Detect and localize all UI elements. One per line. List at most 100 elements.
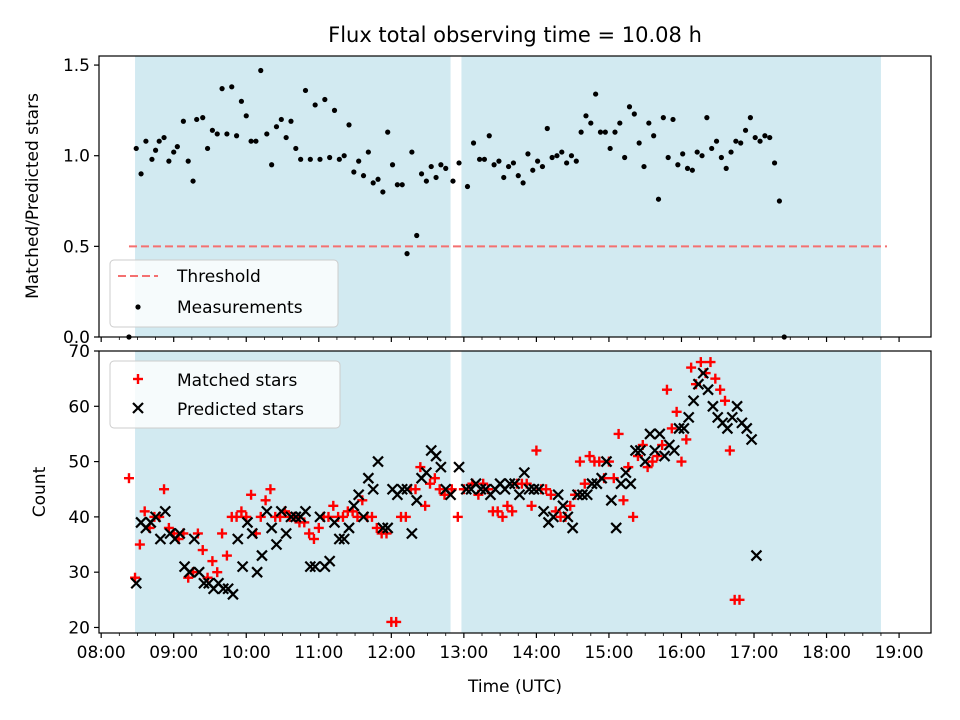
data-point — [149, 511, 162, 523]
y-tick-label: 1.5 — [63, 56, 90, 76]
data-point — [256, 549, 268, 562]
data-point — [357, 511, 370, 523]
data-point — [523, 483, 535, 496]
y-tick-label: 50 — [68, 453, 90, 473]
data-point — [133, 145, 139, 152]
data-point — [217, 528, 228, 539]
data-point — [660, 115, 666, 121]
data-point — [336, 156, 342, 162]
data-point — [190, 178, 196, 184]
data-point — [531, 445, 542, 456]
data-point — [425, 478, 436, 489]
data-point — [434, 484, 445, 495]
data-point — [229, 84, 235, 90]
data-point — [713, 138, 720, 144]
data-point — [317, 156, 323, 162]
data-point — [173, 527, 186, 540]
x-tick-label: 08:00 — [77, 643, 126, 663]
measurements-legend-marker — [135, 304, 141, 310]
data-point — [152, 147, 159, 153]
data-point — [651, 133, 657, 139]
data-point — [194, 116, 200, 123]
data-point — [682, 411, 695, 424]
data-point — [171, 149, 177, 155]
data-point — [365, 149, 371, 155]
data-point — [450, 178, 456, 184]
data-point — [348, 500, 360, 512]
bottom-y-ticks: 20 30 40 50 60 70 — [68, 342, 99, 638]
data-point — [649, 444, 661, 457]
data-point — [253, 138, 259, 144]
data-point — [504, 477, 516, 490]
data-point — [275, 505, 288, 518]
data-point — [731, 400, 743, 413]
data-point — [618, 495, 629, 506]
data-point — [366, 511, 377, 522]
data-point — [185, 158, 191, 164]
data-point — [745, 433, 758, 446]
data-point — [502, 500, 513, 511]
data-point — [246, 527, 259, 540]
data-point — [505, 163, 512, 170]
data-point — [574, 456, 585, 467]
data-point — [566, 522, 579, 534]
data-point — [233, 133, 240, 139]
data-point — [198, 577, 210, 590]
data-point — [684, 165, 691, 171]
data-point — [299, 505, 312, 518]
bottom-y-axis-label: Count — [30, 466, 50, 517]
data-point — [646, 120, 652, 126]
data-point — [549, 154, 555, 161]
data-point — [665, 154, 671, 161]
data-point — [265, 522, 278, 534]
data-point — [204, 145, 211, 152]
measurements-legend-label: Measurements — [177, 298, 303, 318]
data-point — [704, 115, 710, 121]
data-point — [647, 456, 658, 467]
data-point — [232, 533, 244, 545]
data-point — [255, 511, 266, 522]
y-tick-label: 40 — [68, 508, 90, 528]
data-point — [584, 451, 595, 462]
x-tick-label: 17:00 — [730, 643, 779, 663]
data-point — [367, 483, 379, 496]
matched-legend-label: Matched stars — [177, 371, 297, 391]
data-point — [593, 91, 599, 97]
data-point — [246, 489, 257, 500]
data-point — [668, 444, 680, 457]
x-tick-label: 18:00 — [802, 643, 851, 663]
data-point — [236, 506, 247, 517]
data-point — [269, 162, 275, 168]
data-point — [568, 153, 575, 159]
data-point — [605, 494, 618, 507]
data-point — [443, 165, 449, 171]
data-point — [278, 116, 284, 123]
data-point — [304, 528, 315, 539]
data-point — [533, 483, 545, 496]
data-point — [429, 473, 440, 484]
data-point — [188, 533, 201, 545]
top-y-ticks: 0.0 0.5 1.0 1.5 — [63, 56, 99, 348]
predicted-legend-label: Predicted stars — [177, 400, 304, 420]
data-point — [545, 489, 556, 500]
data-point — [554, 153, 560, 159]
data-point — [562, 511, 574, 523]
data-point — [530, 167, 536, 173]
x-tick-label: 09:00 — [149, 643, 198, 663]
y-tick-label: 60 — [68, 397, 90, 417]
top-points — [126, 67, 787, 340]
data-point — [385, 129, 391, 135]
data-point — [776, 198, 782, 204]
y-tick-label: 20 — [68, 618, 90, 638]
data-point — [123, 473, 134, 484]
data-point — [174, 144, 180, 150]
data-point — [610, 522, 622, 534]
data-point — [298, 156, 304, 162]
data-point — [400, 511, 411, 522]
data-point — [214, 131, 220, 137]
data-point — [391, 616, 402, 627]
data-point — [428, 163, 434, 170]
data-point — [738, 140, 744, 146]
data-point — [219, 86, 225, 92]
top-shading — [135, 56, 881, 337]
